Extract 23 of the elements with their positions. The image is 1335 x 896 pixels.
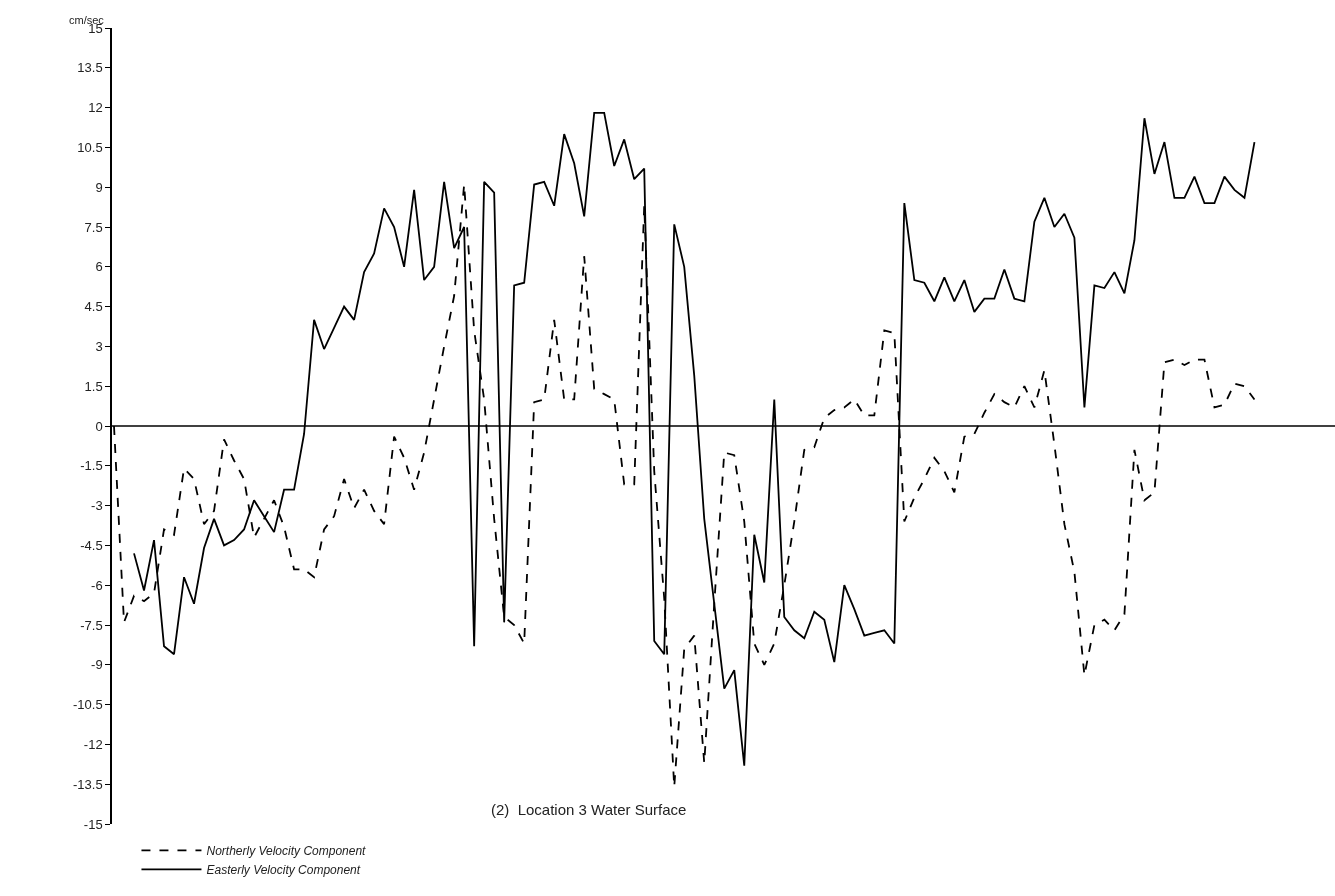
y-tick-label: -9	[91, 657, 103, 673]
y-tick-label: -7.5	[80, 617, 103, 633]
y-tick-label: 10.5	[77, 139, 103, 155]
y-tick-label: 3	[95, 338, 103, 354]
y-tick-label: 9	[95, 179, 103, 195]
legend-label: Northerly Velocity Component	[206, 844, 367, 859]
y-tick-label: 13.5	[77, 60, 103, 76]
annotation: (2) Location 3 Water Surface	[491, 801, 687, 818]
y-tick-label: -6	[91, 577, 103, 593]
y-tick-label: 4.5	[84, 299, 103, 315]
y-tick-label: 0	[95, 418, 103, 434]
y-tick-label: 12	[88, 100, 103, 116]
y-tick-label: -3	[91, 498, 103, 514]
y-tick-label: 1.5	[84, 378, 103, 394]
y-tick-label: -10.5	[73, 697, 103, 713]
y-tick-label: -4.5	[80, 537, 103, 553]
y-tick-label: 6	[95, 259, 103, 275]
y-tick-label: -15	[83, 816, 103, 832]
legend-label: Easterly Velocity Component	[206, 863, 361, 878]
y-tick-label: -1.5	[80, 458, 103, 474]
y-tick-label: -12	[83, 736, 103, 752]
y-tick-label: -13.5	[73, 776, 103, 792]
y-tick-label: 7.5	[84, 219, 103, 235]
